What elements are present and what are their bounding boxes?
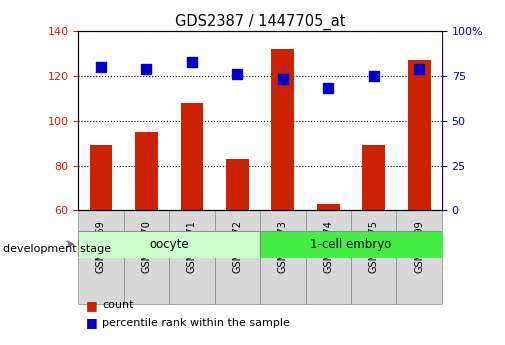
Bar	[135, 132, 158, 210]
Bar	[215, 210, 260, 304]
Bar	[408, 60, 431, 210]
Point	[370, 73, 378, 79]
Text: count: count	[102, 300, 133, 310]
Point	[97, 64, 105, 70]
Text: 1-cell embryo: 1-cell embryo	[310, 238, 392, 250]
Point	[324, 86, 332, 91]
Text: oocyte: oocyte	[149, 238, 189, 250]
Bar	[272, 49, 294, 210]
Bar	[317, 204, 340, 210]
Bar	[396, 210, 442, 304]
Point	[279, 77, 287, 82]
Text: ■: ■	[86, 316, 97, 329]
Text: percentile rank within the sample: percentile rank within the sample	[102, 318, 290, 327]
Bar	[78, 210, 124, 304]
Bar	[306, 210, 351, 304]
Bar	[363, 146, 385, 210]
Bar	[124, 210, 169, 304]
Bar	[169, 210, 215, 304]
Bar	[260, 210, 306, 304]
Point	[233, 71, 241, 77]
Bar	[351, 210, 396, 304]
Text: ■: ■	[86, 299, 97, 312]
Text: development stage: development stage	[3, 244, 111, 254]
Point	[142, 66, 150, 71]
Bar	[181, 103, 203, 210]
Title: GDS2387 / 1447705_at: GDS2387 / 1447705_at	[175, 13, 345, 30]
Bar	[226, 159, 249, 210]
Bar	[90, 146, 113, 210]
Point	[415, 66, 423, 71]
Point	[188, 59, 196, 64]
